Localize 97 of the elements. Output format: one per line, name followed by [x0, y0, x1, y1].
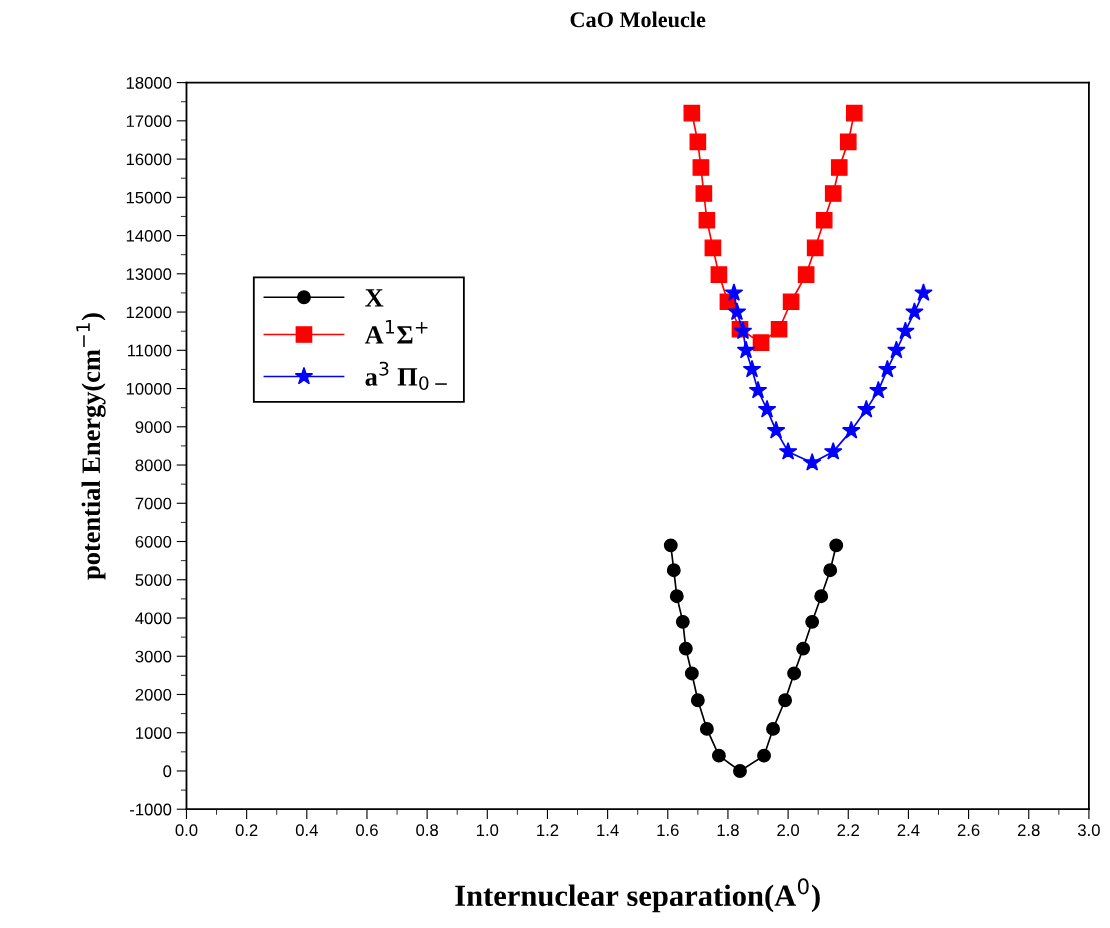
point: [887, 340, 906, 359]
y-tick-label: 16000: [126, 153, 172, 166]
point: [757, 399, 777, 418]
point: [896, 321, 915, 340]
y-tick-label: 14000: [126, 229, 172, 242]
point: [839, 133, 857, 151]
y-tick-label: 0: [163, 765, 172, 778]
legend-label: X: [365, 289, 384, 307]
point: [806, 239, 824, 257]
point: [823, 441, 843, 460]
point: [766, 721, 781, 736]
point: [699, 721, 714, 736]
legend-label: A$^{1}$Σ$^{+}$: [364, 320, 428, 344]
point: [704, 239, 722, 257]
y-tick-label: 12000: [126, 306, 172, 319]
point: [802, 453, 822, 471]
point: [683, 104, 701, 122]
y-tick-label: 10000: [126, 382, 172, 395]
point: [766, 420, 786, 439]
y-tick-label: 4000: [135, 612, 172, 625]
y-tick-label: 8000: [135, 459, 172, 472]
point: [830, 159, 848, 176]
point: [878, 359, 897, 378]
x-tick-label: 0.0: [175, 824, 198, 837]
point: [757, 748, 771, 763]
x-axis-title: Internuclear separation(A$^{0}$): [455, 878, 820, 913]
x-tick-label: 3.0: [1077, 824, 1100, 837]
y-tick-label: 11000: [128, 344, 172, 357]
point: [695, 185, 713, 202]
point: [663, 538, 678, 553]
y-tick-label: 15000: [126, 191, 172, 204]
y-tick-label: 5000: [135, 574, 172, 586]
point: [770, 320, 788, 338]
point: [805, 614, 820, 629]
x-tick-label: 1.0: [476, 824, 499, 837]
x-tick-label: 2.2: [837, 824, 860, 836]
point: [733, 321, 753, 340]
y-tick-label: 9000: [135, 421, 172, 433]
point: [857, 399, 876, 418]
point: [778, 441, 798, 460]
y-tick-label: 7000: [135, 497, 172, 510]
point: [815, 211, 833, 229]
x-tick-label: 1.4: [597, 824, 619, 836]
point: [869, 380, 888, 399]
y-tick-label: 13000: [126, 268, 172, 281]
x-tick-label: 2.8: [1018, 824, 1040, 837]
x-tick-label: 1.8: [717, 824, 739, 837]
point: [778, 693, 793, 708]
point: [711, 748, 726, 763]
point: [733, 764, 747, 778]
y-tick-label: 6000: [135, 535, 172, 548]
point: [845, 104, 863, 122]
chart-title: CaO Moleucle: [570, 11, 706, 28]
point: [782, 293, 800, 311]
y-tick-label: 17000: [126, 115, 172, 128]
x-tick-label: 1.6: [657, 824, 679, 837]
y-tick-label: 18000: [126, 76, 172, 89]
point: [724, 283, 744, 301]
point: [710, 266, 728, 283]
point: [675, 614, 690, 629]
point: [814, 589, 829, 604]
legend-label: a$^{3}$ Π$_{0−}$: [365, 361, 447, 391]
y-tick-label: 2000: [135, 688, 172, 701]
point: [914, 283, 933, 301]
point: [829, 538, 844, 553]
point: [823, 563, 838, 578]
x-tick-label: 0.2: [235, 824, 258, 837]
point: [690, 693, 705, 708]
point: [669, 589, 684, 604]
point: [905, 302, 924, 321]
point: [841, 420, 861, 439]
point: [678, 641, 693, 656]
point: [692, 159, 710, 176]
point: [684, 666, 699, 681]
point: [742, 359, 762, 378]
point: [824, 185, 842, 202]
x-tick-label: 2.0: [777, 824, 800, 837]
x-tick-label: 2.4: [897, 824, 920, 836]
x-tick-label: 1.2: [537, 824, 559, 836]
x-tick-label: 0.4: [295, 824, 318, 837]
x-tick-label: 0.8: [416, 824, 438, 837]
y-tick-label: -1000: [130, 803, 172, 816]
point: [796, 641, 811, 656]
point: [727, 302, 747, 321]
point: [787, 666, 802, 681]
x-tick-label: 0.6: [356, 824, 378, 837]
point: [689, 133, 707, 151]
point: [752, 334, 770, 351]
point: [698, 211, 716, 229]
point: [748, 380, 768, 399]
point: [736, 340, 756, 359]
y-tick-label: 3000: [135, 650, 172, 663]
y-tick-label: 1000: [136, 727, 172, 739]
point: [797, 266, 815, 283]
point: [666, 563, 681, 578]
x-tick-label: 2.6: [957, 824, 980, 837]
y-axis-title: potential Energy(cm$^{−1}$): [76, 313, 106, 580]
